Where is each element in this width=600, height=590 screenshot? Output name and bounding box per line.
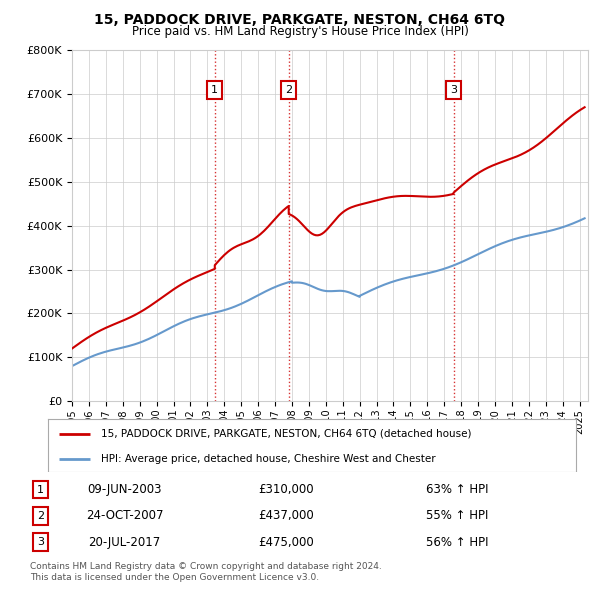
Text: Price paid vs. HM Land Registry's House Price Index (HPI): Price paid vs. HM Land Registry's House … [131, 25, 469, 38]
Text: 55% ↑ HPI: 55% ↑ HPI [426, 509, 488, 522]
Text: 63% ↑ HPI: 63% ↑ HPI [426, 483, 488, 496]
Text: 15, PADDOCK DRIVE, PARKGATE, NESTON, CH64 6TQ: 15, PADDOCK DRIVE, PARKGATE, NESTON, CH6… [95, 13, 505, 27]
Text: 1: 1 [37, 484, 44, 494]
Text: 2: 2 [37, 511, 44, 521]
Text: 3: 3 [450, 84, 457, 94]
Text: £310,000: £310,000 [259, 483, 314, 496]
Text: HPI: Average price, detached house, Cheshire West and Chester: HPI: Average price, detached house, Ches… [101, 454, 436, 464]
Text: 15, PADDOCK DRIVE, PARKGATE, NESTON, CH64 6TQ (detached house): 15, PADDOCK DRIVE, PARKGATE, NESTON, CH6… [101, 429, 472, 439]
Text: This data is licensed under the Open Government Licence v3.0.: This data is licensed under the Open Gov… [30, 573, 319, 582]
Text: 20-JUL-2017: 20-JUL-2017 [88, 536, 161, 549]
Text: 24-OCT-2007: 24-OCT-2007 [86, 509, 163, 522]
Text: 1: 1 [211, 84, 218, 94]
Text: 09-JUN-2003: 09-JUN-2003 [87, 483, 161, 496]
Text: 56% ↑ HPI: 56% ↑ HPI [426, 536, 488, 549]
Text: Contains HM Land Registry data © Crown copyright and database right 2024.: Contains HM Land Registry data © Crown c… [30, 562, 382, 571]
Text: 3: 3 [37, 537, 44, 547]
Text: £475,000: £475,000 [259, 536, 314, 549]
Text: 2: 2 [285, 84, 292, 94]
Text: £437,000: £437,000 [259, 509, 314, 522]
